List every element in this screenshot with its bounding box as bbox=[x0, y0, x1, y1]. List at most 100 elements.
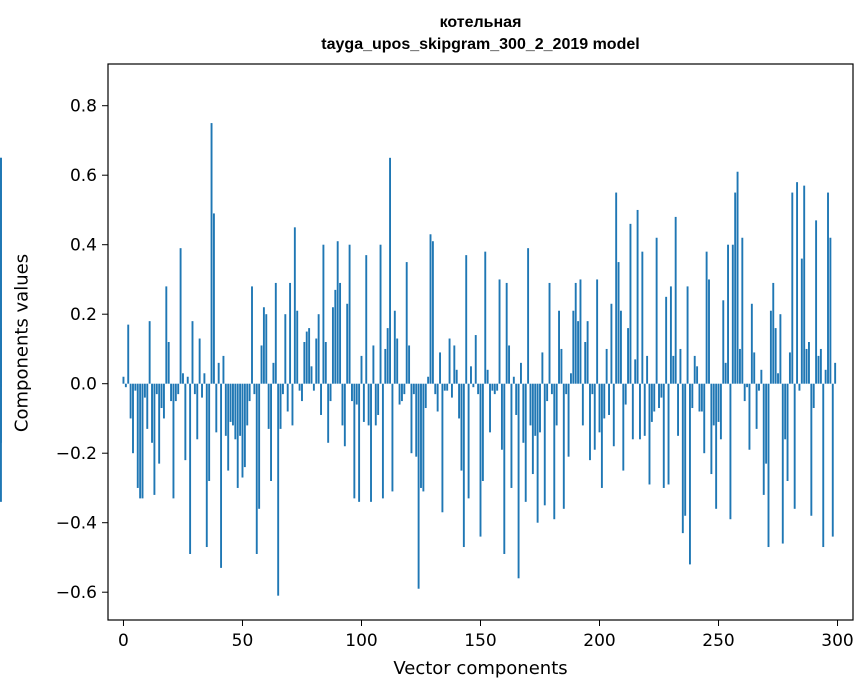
bar bbox=[155, 383, 158, 395]
bar bbox=[258, 383, 261, 509]
bar bbox=[274, 282, 277, 384]
bar bbox=[365, 255, 368, 384]
bar bbox=[286, 383, 289, 412]
bar bbox=[127, 324, 130, 384]
bar bbox=[727, 244, 729, 384]
bar bbox=[212, 213, 215, 384]
bar bbox=[222, 355, 225, 384]
bar bbox=[436, 383, 439, 412]
bar bbox=[831, 383, 834, 537]
bar bbox=[812, 383, 815, 409]
bar bbox=[474, 335, 477, 384]
bar bbox=[793, 383, 796, 509]
bar bbox=[134, 383, 137, 391]
bar bbox=[596, 279, 599, 384]
bar bbox=[417, 383, 420, 589]
bar bbox=[334, 289, 337, 384]
bar bbox=[239, 383, 242, 436]
bar bbox=[193, 383, 196, 395]
bar bbox=[401, 383, 403, 402]
bar bbox=[422, 383, 425, 492]
bar bbox=[669, 286, 672, 384]
bar bbox=[784, 383, 787, 440]
bar bbox=[608, 383, 610, 415]
bar bbox=[681, 383, 684, 534]
bar bbox=[691, 383, 694, 409]
bar bbox=[301, 383, 303, 402]
bar bbox=[367, 383, 370, 426]
bar bbox=[196, 383, 199, 440]
bar bbox=[377, 383, 380, 415]
bar bbox=[510, 383, 513, 488]
bar bbox=[234, 383, 237, 440]
bar bbox=[431, 241, 434, 384]
bar bbox=[260, 345, 263, 384]
bar bbox=[619, 310, 622, 384]
bar bbox=[746, 383, 749, 388]
bar bbox=[710, 383, 713, 475]
bar bbox=[341, 383, 344, 426]
bar bbox=[355, 383, 358, 405]
bar bbox=[443, 383, 446, 391]
bar bbox=[612, 383, 615, 447]
bar bbox=[248, 383, 251, 402]
bar bbox=[805, 348, 808, 384]
bar bbox=[679, 348, 682, 384]
bar bbox=[779, 314, 782, 384]
bar bbox=[0, 157, 2, 384]
bar bbox=[788, 352, 791, 384]
bar bbox=[796, 182, 799, 384]
bar bbox=[534, 383, 537, 436]
bar bbox=[641, 251, 644, 384]
bar bbox=[403, 383, 406, 395]
bar bbox=[308, 328, 311, 384]
bar bbox=[291, 383, 294, 426]
bar bbox=[353, 383, 356, 499]
bar bbox=[284, 314, 287, 384]
bar bbox=[674, 216, 677, 384]
bar bbox=[524, 383, 527, 502]
y-axis-ticks: −0.6 −0.4 −0.2 0.0 0.2 0.4 0.6 0.8 bbox=[56, 97, 108, 603]
bar bbox=[627, 328, 630, 384]
bar bbox=[467, 383, 470, 499]
bar bbox=[348, 244, 351, 384]
bar bbox=[636, 209, 639, 384]
bar bbox=[346, 303, 349, 384]
bar bbox=[772, 282, 775, 384]
bar bbox=[624, 383, 627, 405]
bar bbox=[800, 258, 803, 384]
bar bbox=[229, 383, 232, 422]
bar bbox=[565, 383, 568, 395]
bar bbox=[317, 314, 320, 384]
bar bbox=[136, 383, 139, 488]
bar bbox=[605, 348, 608, 384]
bar bbox=[558, 310, 560, 384]
bar bbox=[281, 383, 284, 395]
bar bbox=[708, 279, 710, 384]
bar bbox=[634, 359, 637, 384]
x-tick-label: 100 bbox=[345, 631, 377, 651]
bar bbox=[827, 192, 829, 384]
bar bbox=[546, 383, 549, 402]
bar bbox=[703, 383, 706, 454]
x-tick-label: 200 bbox=[583, 631, 615, 651]
bar bbox=[741, 237, 744, 384]
bar bbox=[486, 369, 489, 384]
bar bbox=[410, 383, 413, 454]
bar bbox=[817, 355, 820, 384]
bar bbox=[753, 352, 756, 384]
bar bbox=[767, 383, 770, 548]
bar bbox=[729, 383, 732, 520]
bar bbox=[560, 348, 563, 384]
bar bbox=[162, 383, 165, 419]
bar bbox=[146, 383, 149, 429]
bar bbox=[322, 244, 325, 384]
bar bbox=[734, 192, 737, 384]
bar bbox=[374, 383, 377, 426]
bar bbox=[267, 383, 270, 429]
x-tick-label: 0 bbox=[118, 631, 129, 651]
bar bbox=[122, 376, 125, 384]
bar bbox=[427, 376, 430, 384]
bar bbox=[541, 352, 544, 384]
